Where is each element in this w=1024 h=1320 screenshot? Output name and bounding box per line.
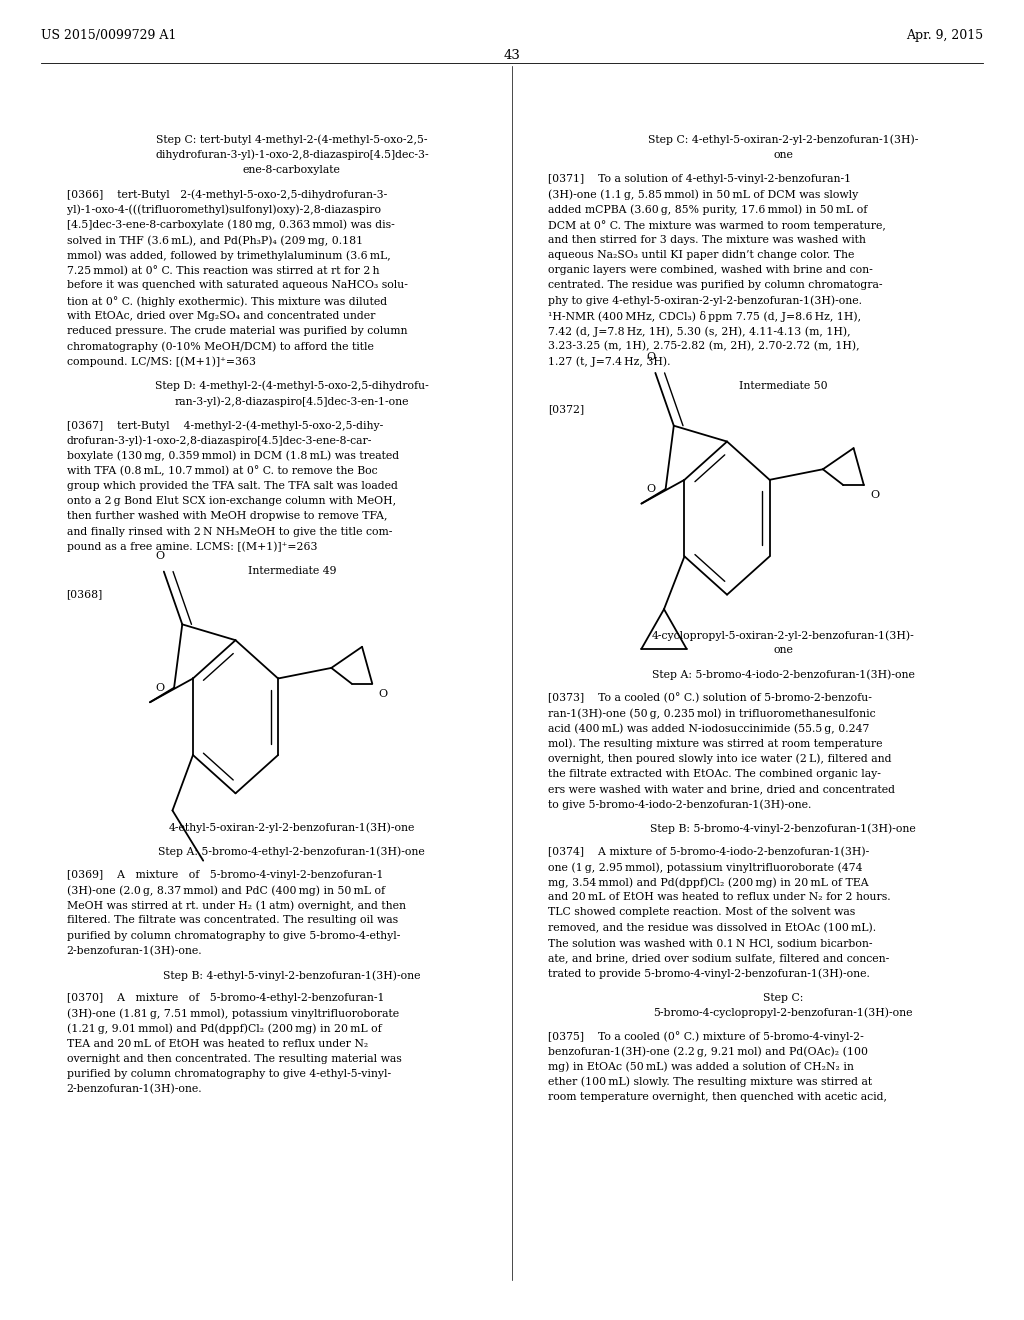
Text: (3H)-one (1.81 g, 7.51 mmol), potassium vinyltrifluoroborate: (3H)-one (1.81 g, 7.51 mmol), potassium … xyxy=(67,1008,398,1019)
Text: Step A: 5-bromo-4-iodo-2-benzofuran-1(3H)-one: Step A: 5-bromo-4-iodo-2-benzofuran-1(3H… xyxy=(652,669,914,681)
Text: yl)-1-oxo-4-(((trifluoromethyl)sulfonyl)oxy)-2,8-diazaspiro: yl)-1-oxo-4-(((trifluoromethyl)sulfonyl)… xyxy=(67,205,381,215)
Text: 7.25 mmol) at 0° C. This reaction was stirred at rt for 2 h: 7.25 mmol) at 0° C. This reaction was st… xyxy=(67,265,379,276)
Text: O: O xyxy=(647,484,655,494)
Text: Apr. 9, 2015: Apr. 9, 2015 xyxy=(906,29,983,42)
Text: and 20 mL of EtOH was heated to reflux under N₂ for 2 hours.: and 20 mL of EtOH was heated to reflux u… xyxy=(548,892,891,903)
Text: centrated. The residue was purified by column chromatogra-: centrated. The residue was purified by c… xyxy=(548,280,883,290)
Text: one: one xyxy=(773,645,794,656)
Text: Step A: 5-bromo-4-ethyl-2-benzofuran-1(3H)-one: Step A: 5-bromo-4-ethyl-2-benzofuran-1(3… xyxy=(159,846,425,858)
Text: 2-benzofuran-1(3H)-one.: 2-benzofuran-1(3H)-one. xyxy=(67,945,202,956)
Text: 3.23-3.25 (m, 1H), 2.75-2.82 (m, 2H), 2.70-2.72 (m, 1H),: 3.23-3.25 (m, 1H), 2.75-2.82 (m, 2H), 2.… xyxy=(548,341,859,351)
Text: ¹H-NMR (400 MHz, CDCl₃) δ ppm 7.75 (d, J=8.6 Hz, 1H),: ¹H-NMR (400 MHz, CDCl₃) δ ppm 7.75 (d, J… xyxy=(548,310,861,322)
Text: 2-benzofuran-1(3H)-one.: 2-benzofuran-1(3H)-one. xyxy=(67,1084,202,1094)
Text: mg, 3.54 mmol) and Pd(dppf)Cl₂ (200 mg) in 20 mL of TEA: mg, 3.54 mmol) and Pd(dppf)Cl₂ (200 mg) … xyxy=(548,876,868,888)
Text: 43: 43 xyxy=(504,49,520,62)
Text: mmol) was added, followed by trimethylaluminum (3.6 mL,: mmol) was added, followed by trimethylal… xyxy=(67,249,390,261)
Text: drofuran-3-yl)-1-oxo-2,8-diazaspiro[4.5]dec-3-ene-8-car-: drofuran-3-yl)-1-oxo-2,8-diazaspiro[4.5]… xyxy=(67,436,372,446)
Text: 4-cyclopropyl-5-oxiran-2-yl-2-benzofuran-1(3H)-: 4-cyclopropyl-5-oxiran-2-yl-2-benzofuran… xyxy=(652,630,914,642)
Text: pound as a free amine. LCMS: [(M+1)]⁺=263: pound as a free amine. LCMS: [(M+1)]⁺=26… xyxy=(67,541,317,553)
Text: ate, and brine, dried over sodium sulfate, filtered and concen-: ate, and brine, dried over sodium sulfat… xyxy=(548,953,889,964)
Text: 5-bromo-4-cyclopropyl-2-benzofuran-1(3H)-one: 5-bromo-4-cyclopropyl-2-benzofuran-1(3H)… xyxy=(653,1007,913,1019)
Text: acid (400 mL) was added N-iodosuccinimide (55.5 g, 0.247: acid (400 mL) was added N-iodosuccinimid… xyxy=(548,723,869,734)
Text: and then stirred for 3 days. The mixture was washed with: and then stirred for 3 days. The mixture… xyxy=(548,235,865,246)
Text: compound. LC/MS: [(M+1)]⁺=363: compound. LC/MS: [(M+1)]⁺=363 xyxy=(67,356,256,367)
Text: group which provided the TFA salt. The TFA salt was loaded: group which provided the TFA salt. The T… xyxy=(67,480,397,491)
Text: (3H)-one (1.1 g, 5.85 mmol) in 50 mL of DCM was slowly: (3H)-one (1.1 g, 5.85 mmol) in 50 mL of … xyxy=(548,189,858,201)
Text: [0375]    To a cooled (0° C.) mixture of 5-bromo-4-vinyl-2-: [0375] To a cooled (0° C.) mixture of 5-… xyxy=(548,1031,863,1041)
Text: chromatography (0-10% MeOH/DCM) to afford the title: chromatography (0-10% MeOH/DCM) to affor… xyxy=(67,341,374,352)
Text: [0374]    A mixture of 5-bromo-4-iodo-2-benzofuran-1(3H)-: [0374] A mixture of 5-bromo-4-iodo-2-ben… xyxy=(548,846,869,857)
Text: [0371]    To a solution of 4-ethyl-5-vinyl-2-benzofuran-1: [0371] To a solution of 4-ethyl-5-vinyl-… xyxy=(548,174,851,185)
Text: benzofuran-1(3H)-one (2.2 g, 9.21 mol) and Pd(OAc)₂ (100: benzofuran-1(3H)-one (2.2 g, 9.21 mol) a… xyxy=(548,1045,868,1057)
Text: ers were washed with water and brine, dried and concentrated: ers were washed with water and brine, dr… xyxy=(548,784,895,795)
Text: solved in THF (3.6 mL), and Pd(Ph₃P)₄ (209 mg, 0.181: solved in THF (3.6 mL), and Pd(Ph₃P)₄ (2… xyxy=(67,235,362,246)
Text: (3H)-one (2.0 g, 8.37 mmol) and PdC (400 mg) in 50 mL of: (3H)-one (2.0 g, 8.37 mmol) and PdC (400… xyxy=(67,884,385,896)
Text: organic layers were combined, washed with brine and con-: organic layers were combined, washed wit… xyxy=(548,265,872,276)
Text: [0369]    A   mixture   of   5-bromo-4-vinyl-2-benzofuran-1: [0369] A mixture of 5-bromo-4-vinyl-2-be… xyxy=(67,870,383,880)
Text: DCM at 0° C. The mixture was warmed to room temperature,: DCM at 0° C. The mixture was warmed to r… xyxy=(548,219,886,231)
Text: the filtrate extracted with EtOAc. The combined organic lay-: the filtrate extracted with EtOAc. The c… xyxy=(548,768,881,779)
Text: mol). The resulting mixture was stirred at room temperature: mol). The resulting mixture was stirred … xyxy=(548,738,883,750)
Text: [0368]: [0368] xyxy=(67,589,102,599)
Text: purified by column chromatography to give 4-ethyl-5-vinyl-: purified by column chromatography to giv… xyxy=(67,1069,391,1080)
Text: Intermediate 49: Intermediate 49 xyxy=(248,566,336,577)
Text: overnight and then concentrated. The resulting material was: overnight and then concentrated. The res… xyxy=(67,1053,401,1064)
Text: reduced pressure. The crude material was purified by column: reduced pressure. The crude material was… xyxy=(67,326,408,337)
Text: with EtOAc, dried over Mg₂SO₄ and concentrated under: with EtOAc, dried over Mg₂SO₄ and concen… xyxy=(67,310,375,321)
Text: O: O xyxy=(647,352,655,362)
Text: Step B: 5-bromo-4-vinyl-2-benzofuran-1(3H)-one: Step B: 5-bromo-4-vinyl-2-benzofuran-1(3… xyxy=(650,824,916,834)
Text: O: O xyxy=(156,550,164,561)
Text: ene-8-carboxylate: ene-8-carboxylate xyxy=(243,165,341,176)
Text: ran-1(3H)-one (50 g, 0.235 mol) in trifluoromethanesulfonic: ran-1(3H)-one (50 g, 0.235 mol) in trifl… xyxy=(548,708,876,719)
Text: room temperature overnight, then quenched with acetic acid,: room temperature overnight, then quenche… xyxy=(548,1092,887,1102)
Text: boxylate (130 mg, 0.359 mmol) in DCM (1.8 mL) was treated: boxylate (130 mg, 0.359 mmol) in DCM (1.… xyxy=(67,450,398,462)
Text: O: O xyxy=(156,682,164,693)
Text: [0370]    A   mixture   of   5-bromo-4-ethyl-2-benzofuran-1: [0370] A mixture of 5-bromo-4-ethyl-2-be… xyxy=(67,993,384,1003)
Text: (1.21 g, 9.01 mmol) and Pd(dppf)Cl₂ (200 mg) in 20 mL of: (1.21 g, 9.01 mmol) and Pd(dppf)Cl₂ (200… xyxy=(67,1023,381,1035)
Text: [0367]    tert-Butyl    4-methyl-2-(4-methyl-5-oxo-2,5-dihy-: [0367] tert-Butyl 4-methyl-2-(4-methyl-5… xyxy=(67,420,383,432)
Text: one (1 g, 2.95 mmol), potassium vinyltrifluoroborate (474: one (1 g, 2.95 mmol), potassium vinyltri… xyxy=(548,862,862,873)
Text: filtered. The filtrate was concentrated. The resulting oil was: filtered. The filtrate was concentrated.… xyxy=(67,915,397,925)
Text: to give 5-bromo-4-iodo-2-benzofuran-1(3H)-one.: to give 5-bromo-4-iodo-2-benzofuran-1(3H… xyxy=(548,799,811,810)
Text: onto a 2 g Bond Elut SCX ion-exchange column with MeOH,: onto a 2 g Bond Elut SCX ion-exchange co… xyxy=(67,496,395,507)
Text: mg) in EtOAc (50 mL) was added a solution of CH₂N₂ in: mg) in EtOAc (50 mL) was added a solutio… xyxy=(548,1061,854,1072)
Text: trated to provide 5-bromo-4-vinyl-2-benzofuran-1(3H)-one.: trated to provide 5-bromo-4-vinyl-2-benz… xyxy=(548,968,869,979)
Text: purified by column chromatography to give 5-bromo-4-ethyl-: purified by column chromatography to giv… xyxy=(67,931,400,941)
Text: Step C: tert-butyl 4-methyl-2-(4-methyl-5-oxo-2,5-: Step C: tert-butyl 4-methyl-2-(4-methyl-… xyxy=(156,135,428,145)
Text: ran-3-yl)-2,8-diazaspiro[4.5]dec-3-en-1-one: ran-3-yl)-2,8-diazaspiro[4.5]dec-3-en-1-… xyxy=(174,396,410,407)
Text: aqueous Na₂SO₃ until KI paper didn’t change color. The: aqueous Na₂SO₃ until KI paper didn’t cha… xyxy=(548,249,854,260)
Text: [0372]: [0372] xyxy=(548,404,584,414)
Text: before it was quenched with saturated aqueous NaHCO₃ solu-: before it was quenched with saturated aq… xyxy=(67,280,408,290)
Text: added mCPBA (3.60 g, 85% purity, 17.6 mmol) in 50 mL of: added mCPBA (3.60 g, 85% purity, 17.6 mm… xyxy=(548,205,867,215)
Text: Step C: 4-ethyl-5-oxiran-2-yl-2-benzofuran-1(3H)-: Step C: 4-ethyl-5-oxiran-2-yl-2-benzofur… xyxy=(648,135,919,145)
Text: then further washed with MeOH dropwise to remove TFA,: then further washed with MeOH dropwise t… xyxy=(67,511,387,521)
Text: removed, and the residue was dissolved in EtOAc (100 mL).: removed, and the residue was dissolved i… xyxy=(548,923,876,933)
Text: overnight, then poured slowly into ice water (2 L), filtered and: overnight, then poured slowly into ice w… xyxy=(548,754,891,764)
Text: 4-ethyl-5-oxiran-2-yl-2-benzofuran-1(3H)-one: 4-ethyl-5-oxiran-2-yl-2-benzofuran-1(3H)… xyxy=(169,822,415,833)
Text: [0366]    tert-Butyl   2-(4-methyl-5-oxo-2,5-dihydrofuran-3-: [0366] tert-Butyl 2-(4-methyl-5-oxo-2,5-… xyxy=(67,189,387,201)
Text: O: O xyxy=(870,490,879,500)
Text: dihydrofuran-3-yl)-1-oxo-2,8-diazaspiro[4.5]dec-3-: dihydrofuran-3-yl)-1-oxo-2,8-diazaspiro[… xyxy=(155,149,429,161)
Text: phy to give 4-ethyl-5-oxiran-2-yl-2-benzofuran-1(3H)-one.: phy to give 4-ethyl-5-oxiran-2-yl-2-benz… xyxy=(548,296,862,306)
Text: TLC showed complete reaction. Most of the solvent was: TLC showed complete reaction. Most of th… xyxy=(548,907,855,917)
Text: tion at 0° C. (highly exothermic). This mixture was diluted: tion at 0° C. (highly exothermic). This … xyxy=(67,296,387,306)
Text: one: one xyxy=(773,149,794,160)
Text: O: O xyxy=(379,689,387,700)
Text: The solution was washed with 0.1 N HCl, sodium bicarbon-: The solution was washed with 0.1 N HCl, … xyxy=(548,937,872,948)
Text: 7.42 (d, J=7.8 Hz, 1H), 5.30 (s, 2H), 4.11-4.13 (m, 1H),: 7.42 (d, J=7.8 Hz, 1H), 5.30 (s, 2H), 4.… xyxy=(548,326,851,337)
Text: [0373]    To a cooled (0° C.) solution of 5-bromo-2-benzofu-: [0373] To a cooled (0° C.) solution of 5… xyxy=(548,693,871,704)
Text: Step C:: Step C: xyxy=(763,993,804,1003)
Text: MeOH was stirred at rt. under H₂ (1 atm) overnight, and then: MeOH was stirred at rt. under H₂ (1 atm)… xyxy=(67,900,406,911)
Text: US 2015/0099729 A1: US 2015/0099729 A1 xyxy=(41,29,176,42)
Text: ether (100 mL) slowly. The resulting mixture was stirred at: ether (100 mL) slowly. The resulting mix… xyxy=(548,1076,872,1088)
Text: 1.27 (t, J=7.4 Hz, 3H).: 1.27 (t, J=7.4 Hz, 3H). xyxy=(548,356,671,367)
Text: and finally rinsed with 2 N NH₃MeOH to give the title com-: and finally rinsed with 2 N NH₃MeOH to g… xyxy=(67,527,392,537)
Text: Step D: 4-methyl-2-(4-methyl-5-oxo-2,5-dihydrofu-: Step D: 4-methyl-2-(4-methyl-5-oxo-2,5-d… xyxy=(155,380,429,392)
Text: Step B: 4-ethyl-5-vinyl-2-benzofuran-1(3H)-one: Step B: 4-ethyl-5-vinyl-2-benzofuran-1(3… xyxy=(163,970,421,981)
Text: Intermediate 50: Intermediate 50 xyxy=(739,380,827,391)
Text: with TFA (0.8 mL, 10.7 mmol) at 0° C. to remove the Boc: with TFA (0.8 mL, 10.7 mmol) at 0° C. to… xyxy=(67,466,377,477)
Text: [4.5]dec-3-ene-8-carboxylate (180 mg, 0.363 mmol) was dis-: [4.5]dec-3-ene-8-carboxylate (180 mg, 0.… xyxy=(67,219,394,231)
Text: TEA and 20 mL of EtOH was heated to reflux under N₂: TEA and 20 mL of EtOH was heated to refl… xyxy=(67,1039,368,1049)
